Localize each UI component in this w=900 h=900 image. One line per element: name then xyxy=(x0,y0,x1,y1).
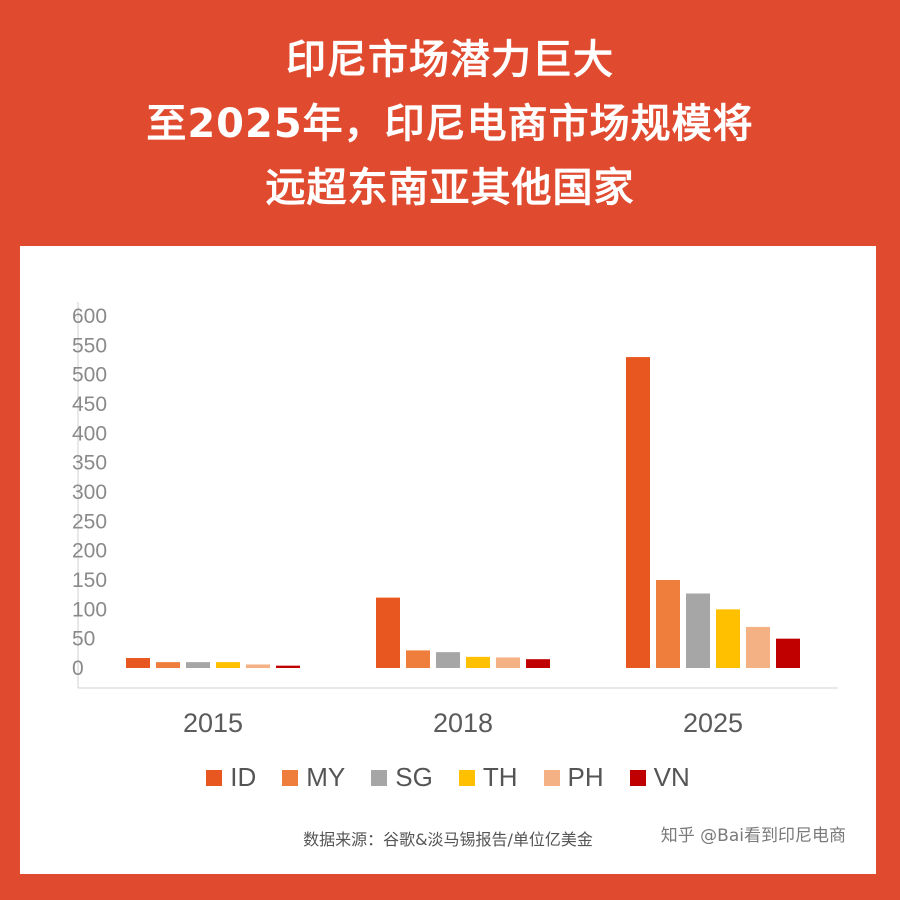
bar-ph-2025 xyxy=(746,626,770,668)
bar-sg-2015 xyxy=(186,662,210,668)
y-tick-label: 350 xyxy=(72,452,107,475)
legend-swatch xyxy=(458,769,475,786)
bar-vn-2018 xyxy=(526,659,550,668)
title-line-1: 印尼市场潜力巨大 xyxy=(286,37,614,83)
y-tick-label: 450 xyxy=(72,393,107,416)
bar-th-2018 xyxy=(466,656,490,668)
bar-ph-2018 xyxy=(496,657,520,668)
y-tick-label: 600 xyxy=(72,305,107,328)
title-line-3: 远超东南亚其他国家 xyxy=(265,165,635,211)
legend-swatch xyxy=(629,769,646,786)
legend-item-vn: VN xyxy=(629,762,690,793)
y-tick-label: 400 xyxy=(72,422,107,445)
y-tick-label: 100 xyxy=(72,598,107,621)
y-tick-label: 500 xyxy=(72,364,107,387)
y-tick-label: 50 xyxy=(72,628,95,651)
y-tick-label: 0 xyxy=(72,657,84,680)
y-tick-label: 300 xyxy=(72,481,107,504)
bar-my-2025 xyxy=(656,580,680,668)
bar-th-2015 xyxy=(216,662,240,668)
bar-my-2018 xyxy=(406,650,430,668)
x-category-label: 2018 xyxy=(433,708,493,738)
y-tick-label: 200 xyxy=(72,540,107,563)
legend-swatch xyxy=(206,769,223,786)
chart-card: 0 50 100 150 200 250 300 350 400 450 500 550 600 2015… xyxy=(20,246,876,874)
bar-vn-2015 xyxy=(276,665,300,668)
bar-my-2015 xyxy=(156,662,180,668)
x-category-label: 2025 xyxy=(683,708,743,738)
bar-sg-2018 xyxy=(436,652,460,668)
bar-chart: 0 50 100 150 200 250 300 350 400 450 500 550 600 2015… xyxy=(72,302,838,738)
bar-id-2018 xyxy=(376,597,400,668)
watermark-text: 知乎 @Bai看到印尼电商 xyxy=(660,826,846,846)
x-category-label: 2015 xyxy=(183,708,243,738)
source-note: 数据来源：谷歌&淡马锡报告/单位亿美金 xyxy=(303,830,593,849)
legend-item-id: ID xyxy=(206,762,256,793)
legend-label: MY xyxy=(306,762,346,792)
legend-label: ID xyxy=(230,762,257,792)
legend-label: VN xyxy=(653,762,690,792)
legend-swatch xyxy=(282,769,299,786)
bar-sg-2025 xyxy=(686,593,710,668)
legend-item-sg: SG xyxy=(371,762,433,793)
legend-item-th: TH xyxy=(458,762,518,793)
legend-swatch xyxy=(371,769,388,786)
y-tick-label: 150 xyxy=(72,569,107,592)
legend-label: TH xyxy=(482,762,518,792)
title-line-2: 至2025年，印尼电商市场规模将 xyxy=(146,101,754,147)
y-tick-label: 550 xyxy=(72,334,107,357)
y-tick-label: 250 xyxy=(72,510,107,533)
bar-vn-2025 xyxy=(776,638,800,668)
bar-id-2015 xyxy=(126,658,150,668)
legend-swatch xyxy=(543,769,560,786)
legend-item-my: MY xyxy=(282,762,345,793)
title-block: 印尼市场潜力巨大 至2025年，印尼电商市场规模将 远超东南亚其他国家 xyxy=(0,28,900,220)
legend-item-ph: PH xyxy=(543,762,604,793)
chart-legend: ID MY SG TH PH VN xyxy=(20,762,876,793)
bar-ph-2015 xyxy=(246,664,270,668)
bar-th-2025 xyxy=(716,609,740,668)
bar-id-2025 xyxy=(626,357,650,668)
legend-label: SG xyxy=(395,762,433,792)
legend-label: PH xyxy=(567,762,604,792)
